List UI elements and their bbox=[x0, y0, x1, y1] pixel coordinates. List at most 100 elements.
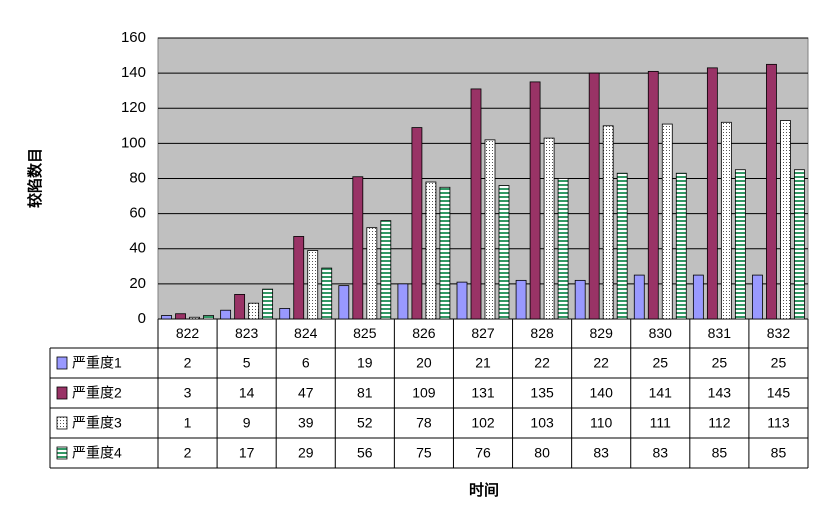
bar-series3-832 bbox=[780, 120, 791, 320]
bar-series4-830 bbox=[675, 172, 687, 320]
y-tick-label: 100 bbox=[121, 134, 146, 151]
bar-series4-831 bbox=[734, 169, 746, 320]
bar-series4-823 bbox=[262, 288, 274, 320]
bar-series4-822 bbox=[203, 315, 214, 320]
y-tick-label: 120 bbox=[121, 99, 146, 116]
table-cell: 131 bbox=[471, 385, 495, 401]
x-category-label: 825 bbox=[353, 325, 377, 341]
bar-series2-831 bbox=[706, 67, 718, 320]
table-cell: 14 bbox=[239, 385, 255, 401]
legend-label: 严重度2 bbox=[72, 385, 122, 401]
bar-series3-830 bbox=[661, 123, 673, 320]
bar-series3-826 bbox=[425, 181, 437, 320]
x-axis-label: 时间 bbox=[469, 481, 499, 499]
table-cell: 81 bbox=[357, 385, 373, 401]
table-cell: 141 bbox=[649, 385, 673, 401]
legend-label: 严重度4 bbox=[72, 445, 122, 461]
bar-series3-824 bbox=[307, 250, 319, 320]
table-cell: 85 bbox=[771, 445, 787, 461]
bar-series1-822 bbox=[161, 315, 172, 320]
bars bbox=[161, 63, 805, 320]
legend-label: 严重度3 bbox=[72, 415, 122, 431]
bar-series1-826 bbox=[397, 283, 409, 320]
bar-series3-827 bbox=[484, 139, 496, 320]
bar-series2-823 bbox=[234, 294, 246, 320]
legend-label: 严重度1 bbox=[72, 355, 122, 371]
table-cell: 25 bbox=[652, 355, 668, 371]
legend-key-series2 bbox=[56, 386, 68, 400]
table-cell: 22 bbox=[534, 355, 550, 371]
table-cell: 145 bbox=[767, 385, 791, 401]
y-axis-label: 较陷数目 bbox=[26, 148, 44, 208]
table-cell: 135 bbox=[530, 385, 554, 401]
bar-series2-828 bbox=[529, 81, 541, 320]
bar-series2-830 bbox=[647, 70, 659, 320]
table-cell: 112 bbox=[708, 415, 731, 431]
table-cell: 29 bbox=[298, 445, 314, 461]
x-category-label: 826 bbox=[412, 325, 436, 341]
bar-series2-826 bbox=[411, 127, 423, 320]
bar-series2-829 bbox=[588, 72, 600, 320]
table-cell: 83 bbox=[652, 445, 668, 461]
bar-series2-822 bbox=[175, 313, 186, 320]
table-cell: 6 bbox=[302, 355, 310, 371]
table-cell: 47 bbox=[298, 385, 314, 401]
bar-series1-828 bbox=[515, 279, 527, 320]
bar-series3-828 bbox=[543, 137, 555, 320]
table-cell: 21 bbox=[475, 355, 491, 371]
bar-series1-832 bbox=[752, 274, 763, 320]
legend-key-series3 bbox=[56, 416, 68, 430]
y-tick-label: 40 bbox=[129, 240, 146, 257]
y-tick-label: 160 bbox=[121, 29, 146, 46]
bar-series3-823 bbox=[248, 302, 260, 320]
table-cell: 140 bbox=[590, 385, 614, 401]
table-cell: 103 bbox=[530, 415, 554, 431]
table-cell: 110 bbox=[590, 415, 613, 431]
bar-series2-827 bbox=[470, 88, 482, 320]
bar-series4-825 bbox=[380, 220, 392, 320]
table-cell: 1 bbox=[184, 415, 192, 431]
y-tick-label: 0 bbox=[138, 310, 146, 327]
bar-series1-829 bbox=[574, 279, 586, 320]
x-category-label: 827 bbox=[471, 325, 495, 341]
bar-series3-829 bbox=[602, 125, 614, 320]
bar-series4-828 bbox=[557, 178, 569, 320]
bar-series2-832 bbox=[766, 63, 777, 320]
bar-series4-829 bbox=[616, 172, 628, 320]
y-tick-label: 80 bbox=[129, 169, 146, 186]
bar-series4-824 bbox=[321, 267, 333, 320]
table-cell: 102 bbox=[471, 415, 495, 431]
bar-series1-825 bbox=[338, 285, 350, 320]
y-axis-ticks: 0 20 40 60 80 100 120 140 160 bbox=[121, 29, 146, 327]
table-cell: 3 bbox=[184, 385, 192, 401]
x-category-label: 832 bbox=[767, 325, 791, 341]
table-cell: 5 bbox=[243, 355, 251, 371]
bar-series3-822 bbox=[189, 316, 200, 320]
table-cell: 22 bbox=[593, 355, 609, 371]
x-category-label: 823 bbox=[235, 325, 259, 341]
table-cell: 113 bbox=[767, 415, 790, 431]
bar-series1-827 bbox=[456, 281, 468, 320]
table-cell: 56 bbox=[357, 445, 373, 461]
x-category-label: 822 bbox=[176, 325, 200, 341]
x-category-label: 829 bbox=[590, 325, 614, 341]
legend-key-series1 bbox=[56, 356, 68, 370]
legend-key-series4 bbox=[56, 446, 68, 460]
table-cell: 80 bbox=[534, 445, 550, 461]
bar-series4-827 bbox=[498, 185, 510, 320]
table-cell: 143 bbox=[708, 385, 732, 401]
gridlines bbox=[158, 37, 808, 320]
bar-series2-825 bbox=[352, 176, 364, 320]
y-tick-label: 20 bbox=[129, 275, 146, 292]
x-category-label: 830 bbox=[649, 325, 673, 341]
table-cell: 25 bbox=[771, 355, 787, 371]
bar-series1-824 bbox=[279, 308, 291, 320]
x-category-label: 824 bbox=[294, 325, 318, 341]
table-cell: 2 bbox=[184, 445, 192, 461]
table-cell: 76 bbox=[475, 445, 491, 461]
table-cell: 52 bbox=[357, 415, 373, 431]
table-cell: 85 bbox=[712, 445, 728, 461]
table-cell: 2 bbox=[184, 355, 192, 371]
bar-series2-824 bbox=[293, 236, 305, 320]
